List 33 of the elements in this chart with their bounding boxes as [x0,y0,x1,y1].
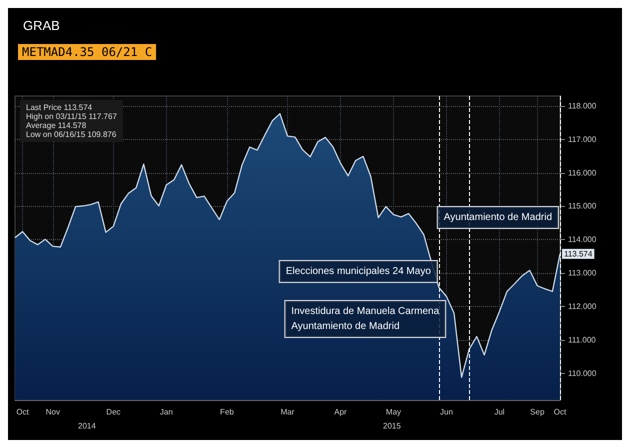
x-tick-label: Mar [280,408,295,416]
x-tick-label: Feb [220,408,234,416]
x-tick-label: Dec [106,408,121,416]
x-tick-label: May [386,408,402,416]
y-tick-label: 113.000 [568,268,597,278]
annotation: Average 114.578 [26,121,87,130]
y-tick-label: 112.000 [568,302,597,311]
x-tick-label: Oct [554,408,567,416]
x-tick-label: Oct [16,408,30,416]
annotation: Ayuntamiento de Madrid [444,212,552,223]
annotation: Last Price 113.574 [26,103,93,112]
y-tick-label: 118.000 [568,102,597,111]
y-tick-label: 114.000 [568,235,597,244]
annotation: Investidura de Manuela Carmena Ayuntamiento de Madrid [291,306,440,332]
x-tick-label: Apr [334,408,348,416]
y-tick-label: 117.000 [568,134,597,144]
x-tick-label: Nov [46,408,60,416]
chart-title: GRAB [23,18,60,33]
annotation: Elecciones municipales 24 Mayo [286,266,432,277]
y-tick-label: 110.000 [568,368,597,378]
y-tick-label: 111.000 [568,335,596,344]
annotation: High on 03/11/15 117.767 [26,112,118,121]
text: 2014 [78,422,96,430]
x-tick-label: Jun [440,408,453,416]
chart-subtitle: METMAD4.35 06/21 C [22,45,152,59]
x-tick-label: Sep [530,408,545,416]
y-tick-label: 115.000 [568,202,597,211]
x-tick-label: Jul [494,408,505,416]
text: 2015 [383,422,402,430]
y-tick-label: 116.000 [568,168,597,178]
annotation: Low on 06/16/15 109.876 [26,130,117,139]
data-label: 113.574 [564,249,593,258]
x-tick-label: Jan [160,408,173,416]
